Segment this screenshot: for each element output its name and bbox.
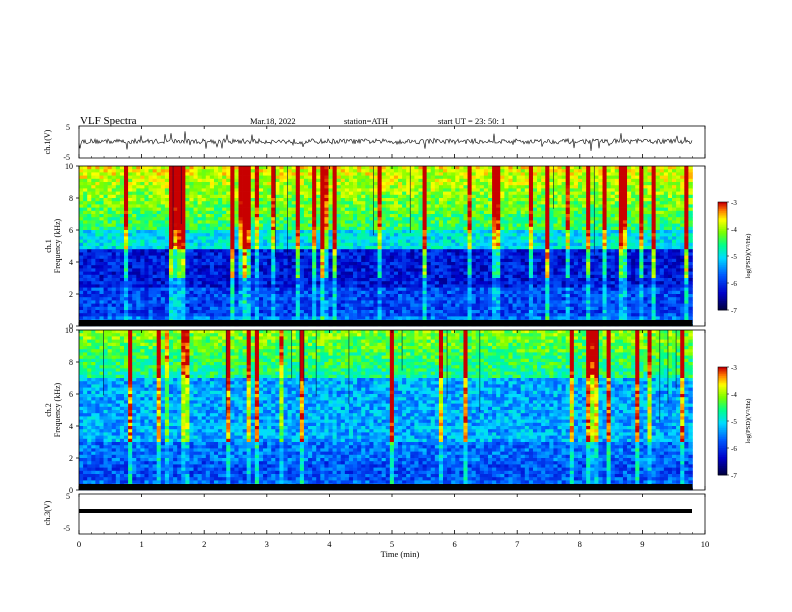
ch2-spectrogram-panel: 10 8 6 4 2 0 ch.2 Frequency (kHz) xyxy=(44,326,706,495)
colorbar-label: log(PSD)(V²/Hz) xyxy=(745,234,752,279)
colorbar-tick-label: -7 xyxy=(731,472,737,480)
ch3-waveform-panel: 5 -5 ch.3(V) xyxy=(43,492,706,535)
ytick-label: 4 xyxy=(69,422,73,431)
xtick-label: 6 xyxy=(452,539,456,549)
colorbar-tick-label: -5 xyxy=(731,253,737,261)
xtick-label: 1 xyxy=(139,539,143,549)
ytick-label: 0 xyxy=(69,322,73,331)
ch1-ytick-top: 5 xyxy=(66,123,70,132)
colorbar-tick-label: -6 xyxy=(731,280,737,288)
date-label: Mar.18, 2022 xyxy=(250,116,296,126)
ch1-spectrogram-panel: 10 8 6 4 2 0 ch.1 Frequency (kHz) xyxy=(44,162,706,331)
colorbar-tick-label: -3 xyxy=(731,199,737,207)
ytick-label: 10 xyxy=(65,162,73,171)
xtick-label: 8 xyxy=(578,539,582,549)
xtick-label: 5 xyxy=(390,539,394,549)
ch1-ytick-bottom: -5 xyxy=(63,153,70,162)
ch1-colorbar: -3 -4 -5 -6 -7 log(PSD)(V²/Hz) xyxy=(717,199,752,315)
ch1-trace xyxy=(78,131,693,152)
ytick-label: 6 xyxy=(69,390,73,399)
colorbar-tick-label: -7 xyxy=(731,307,737,315)
ch2-spec-ylabel-2: Frequency (kHz) xyxy=(53,382,62,437)
ch1-spec-ylabel-1: ch.1 xyxy=(44,239,53,253)
xtick-label: 4 xyxy=(327,539,332,549)
colorbar-tick-label: -4 xyxy=(731,391,737,399)
ytick-label: 8 xyxy=(69,194,73,203)
ch1-spectrogram xyxy=(79,166,705,327)
xtick-label: 9 xyxy=(640,539,644,549)
colorbar-tick-label: -3 xyxy=(731,364,737,372)
start-time-label: start UT = 23: 50: 1 xyxy=(438,116,505,126)
xtick-label: 0 xyxy=(77,539,81,549)
colorbar-label: log(PSD)(V²/Hz) xyxy=(745,399,752,444)
ytick-label: 0 xyxy=(69,486,73,495)
ch2-yticks: 10 8 6 4 2 0 xyxy=(65,326,79,495)
x-axis-label: Time (min) xyxy=(381,549,420,559)
colorbar-tick-label: -5 xyxy=(731,418,737,426)
ch1-yticks: 10 8 6 4 2 0 xyxy=(65,162,79,331)
ch2-spec-ylabel-1: ch.2 xyxy=(44,403,53,417)
ytick-label: 2 xyxy=(69,454,73,463)
time-axis: 0 1 2 3 4 5 6 7 8 9 10 xyxy=(77,126,709,549)
xtick-label: 3 xyxy=(265,539,269,549)
ytick-label: 4 xyxy=(69,258,73,267)
xtick-label: 7 xyxy=(515,539,519,549)
ch2-spectrogram xyxy=(79,330,705,491)
ch3-ylabel: ch.3(V) xyxy=(43,500,52,525)
ch1-ylabel: ch.1(V) xyxy=(43,129,52,154)
ytick-label: 2 xyxy=(69,290,73,299)
colorbar-tick-label: -6 xyxy=(731,445,737,453)
ch2-colorbar: -3 -4 -5 -6 -7 log(PSD)(V²/Hz) xyxy=(717,364,752,480)
ch3-ytick-bottom: -5 xyxy=(63,524,70,533)
xtick-label: 10 xyxy=(701,539,710,549)
station-label: station=ATH xyxy=(344,116,388,126)
xtick-label: 2 xyxy=(202,539,206,549)
chart-title: VLF Spectra xyxy=(80,115,137,127)
ytick-label: 6 xyxy=(69,226,73,235)
ytick-label: 8 xyxy=(69,358,73,367)
ytick-label: 10 xyxy=(65,326,73,335)
ch1-spec-ylabel-2: Frequency (kHz) xyxy=(53,218,62,273)
ch1-waveform-panel: 5 -5 ch.1(V) xyxy=(43,123,706,162)
colorbar-tick-label: -4 xyxy=(731,226,737,234)
ch3-ytick-top: 5 xyxy=(66,492,70,501)
